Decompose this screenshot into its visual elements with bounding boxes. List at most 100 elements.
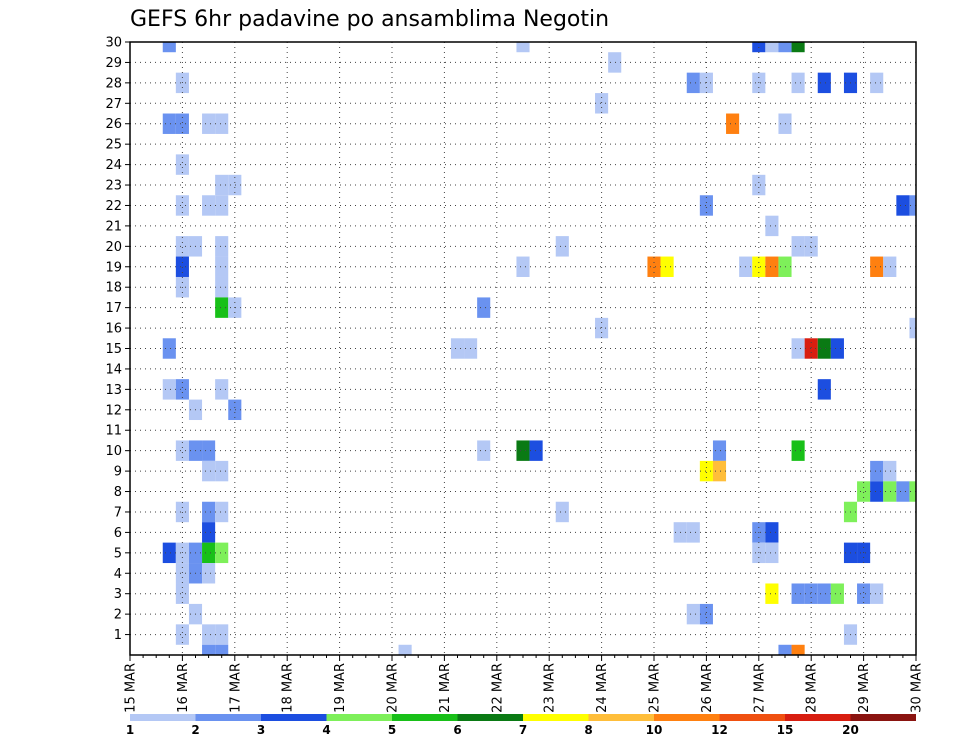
heatmap-cell	[215, 256, 229, 277]
heatmap-cell	[712, 460, 727, 482]
heatmap-cell	[896, 481, 910, 502]
heatmap-cell	[817, 379, 831, 400]
x-tick-label: 19 MAR	[333, 663, 348, 713]
heatmap-cell	[202, 624, 216, 645]
y-tick-label: 6	[114, 526, 122, 541]
y-tick-label: 9	[114, 465, 122, 480]
heatmap-cell	[202, 460, 216, 482]
legend-label: 7	[519, 723, 527, 737]
y-tick-label: 24	[105, 158, 122, 173]
heatmap-cell	[215, 644, 229, 655]
heatmap-cell	[215, 195, 229, 216]
heatmap-cell	[752, 174, 766, 196]
heatmap-cell	[215, 236, 229, 257]
y-tick-label: 21	[105, 219, 122, 234]
y-tick-label: 8	[114, 485, 122, 500]
y-tick-label: 25	[105, 138, 122, 153]
heatmap-cell	[398, 644, 412, 655]
legend-swatch	[392, 714, 458, 721]
heatmap-cell	[765, 542, 779, 564]
grid-lines	[130, 41, 916, 655]
heatmap-cell	[765, 215, 779, 237]
heatmap-cell	[883, 460, 897, 482]
y-tick-label: 12	[105, 403, 122, 418]
heatmap-cell	[647, 256, 661, 277]
heatmap-cell	[175, 113, 189, 134]
heatmap-cell	[804, 583, 818, 604]
heatmap-cell	[608, 52, 622, 73]
heatmap-cell	[175, 501, 189, 523]
heatmap-cell	[175, 440, 189, 461]
y-tick-label: 23	[105, 179, 122, 194]
heatmap-cell	[162, 542, 176, 564]
y-tick-label: 19	[105, 260, 122, 275]
y-tick-label: 2	[114, 608, 122, 623]
heatmap-cell	[804, 338, 818, 359]
heatmap-cell	[883, 256, 897, 277]
y-tick-label: 16	[105, 322, 122, 337]
chart-title: GEFS 6hr padavine po ansamblima Negotin	[130, 7, 609, 32]
legend-swatch	[588, 714, 654, 721]
y-tick-label: 5	[114, 546, 122, 561]
x-tick-label: 22 MAR	[490, 663, 505, 713]
legend-label: 6	[453, 723, 461, 737]
heatmap-cell	[595, 93, 609, 114]
y-tick-label: 4	[114, 567, 122, 582]
legend-swatch	[457, 714, 523, 721]
heatmap-cell	[202, 195, 216, 216]
y-tick-label: 3	[114, 587, 122, 602]
heatmap-cell	[202, 113, 216, 134]
legend-label: 2	[191, 723, 199, 737]
heatmap-cell	[162, 338, 176, 359]
heatmap-cell	[791, 440, 805, 461]
heatmap-cell	[804, 236, 818, 257]
heatmap-cell	[817, 338, 831, 359]
heatmap-cell	[778, 42, 792, 53]
legend-swatch	[261, 714, 327, 721]
heatmap-cell	[162, 42, 176, 53]
heatmap-cell	[778, 644, 792, 655]
legend-label: 5	[388, 723, 396, 737]
heatmap-cell	[765, 583, 779, 604]
heatmap-cell	[202, 522, 216, 543]
heatmap-cell	[909, 481, 916, 502]
legend-swatch	[130, 714, 196, 721]
heatmap-cell	[909, 195, 916, 216]
color-legend: 1 2 3 4 5 6 7 8 10 12 15 20	[126, 714, 916, 737]
heatmap-cell	[752, 256, 766, 277]
heatmap-cell	[516, 256, 530, 277]
y-tick-label: 13	[105, 383, 122, 398]
y-tick-label: 10	[105, 444, 122, 459]
x-tick-label: 16 MAR	[176, 663, 191, 713]
legend-swatch	[719, 714, 785, 721]
heatmap-cell	[726, 113, 740, 134]
heatmap-cell	[175, 563, 189, 584]
legend-label: 4	[322, 723, 330, 737]
legend-label: 12	[711, 723, 728, 737]
x-tick-label: 29 MAR	[857, 663, 872, 713]
heatmap-cell	[870, 481, 884, 502]
x-tick-label: 24 MAR	[595, 663, 610, 713]
y-tick-label: 14	[105, 362, 122, 377]
y-tick-label: 27	[105, 97, 122, 112]
heatmap-cell	[857, 583, 871, 604]
y-axis-ticks: 1234567891011121314151617181920212223242…	[105, 36, 130, 643]
y-tick-label: 18	[105, 281, 122, 296]
heatmap-cell	[765, 42, 779, 53]
y-tick-label: 26	[105, 117, 122, 132]
heatmap-cell	[215, 501, 229, 523]
heatmap-cell	[529, 440, 543, 461]
heatmap-cell	[791, 42, 805, 53]
legend-swatch	[326, 714, 392, 721]
heatmap-cell	[215, 174, 229, 196]
legend-label: 10	[646, 723, 663, 737]
y-tick-label: 7	[114, 505, 122, 520]
heatmap-cell	[477, 440, 491, 461]
x-tick-label: 17 MAR	[228, 663, 243, 713]
x-tick-label: 30 MAR	[910, 663, 925, 713]
x-tick-label: 25 MAR	[648, 663, 663, 713]
x-tick-label: 21 MAR	[438, 663, 453, 713]
heatmap-cell	[175, 379, 189, 400]
x-tick-label: 20 MAR	[386, 663, 401, 713]
heatmap-cell	[686, 72, 700, 94]
